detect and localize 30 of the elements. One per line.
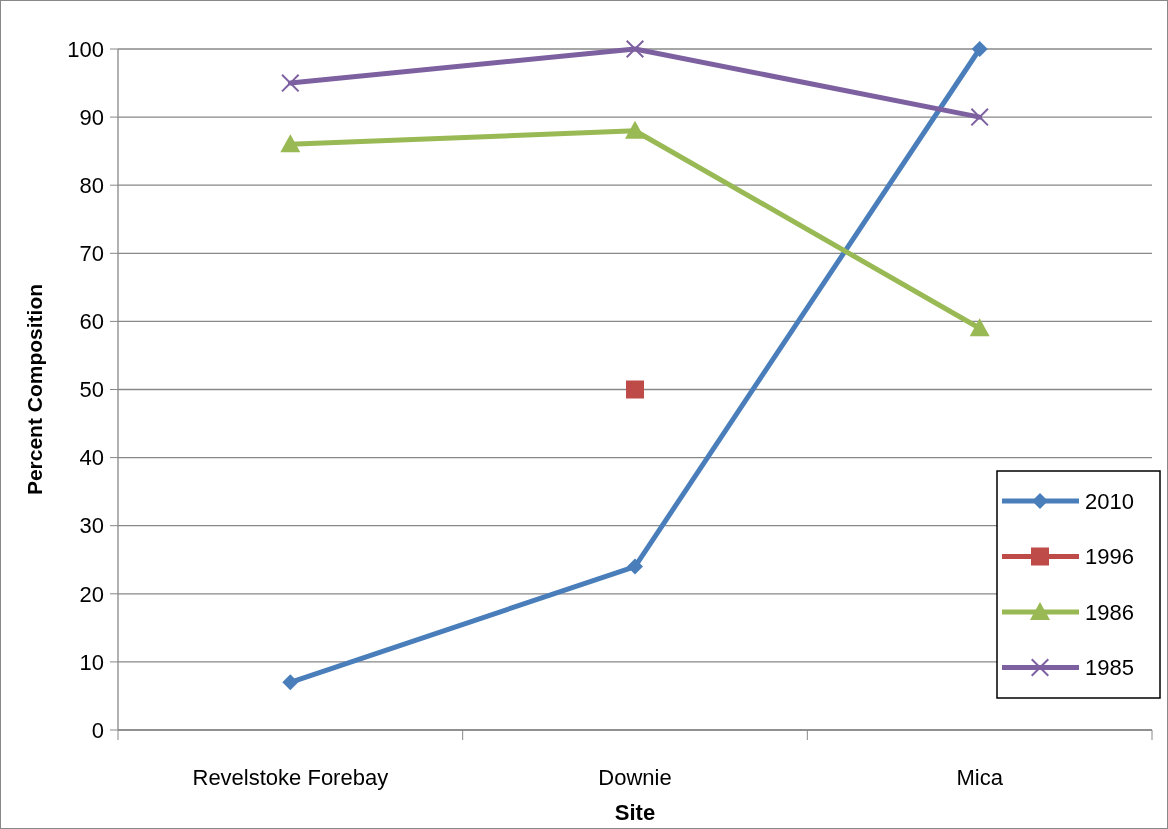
point (282, 674, 299, 691)
legend-label: 1985 (1085, 655, 1134, 681)
y-tick-label: 30 (79, 513, 104, 539)
point (280, 134, 301, 153)
point (970, 108, 989, 127)
x-tick-label: Revelstoke Forebay (192, 765, 389, 790)
point (626, 380, 644, 399)
point (627, 558, 643, 575)
y-tick-label: 20 (79, 581, 104, 607)
x-axis-title: Site (614, 800, 656, 825)
y-axis-title: Percent Composition (23, 283, 46, 496)
point (625, 120, 645, 139)
y-tick-label: 0 (91, 717, 104, 743)
y-tick-label: 100 (67, 36, 104, 62)
y-tick-label: 40 (79, 445, 104, 471)
legend-label: 1986 (1085, 599, 1134, 625)
y-tick-label: 60 (79, 309, 104, 335)
legend-label: 2010 (1085, 488, 1134, 514)
legend-label: 1996 (1085, 544, 1134, 570)
y-tick-label: 10 (79, 649, 104, 675)
point (969, 318, 990, 337)
y-tick-label: 80 (79, 172, 104, 198)
x-tick-label: Mica (956, 765, 1004, 790)
point (281, 74, 300, 93)
y-tick-label: 50 (79, 377, 104, 403)
x-tick-label: Downie (598, 765, 672, 790)
y-tick-label: 70 (79, 241, 104, 266)
point (626, 40, 644, 58)
point (971, 41, 988, 57)
y-tick-label: 90 (79, 104, 104, 130)
